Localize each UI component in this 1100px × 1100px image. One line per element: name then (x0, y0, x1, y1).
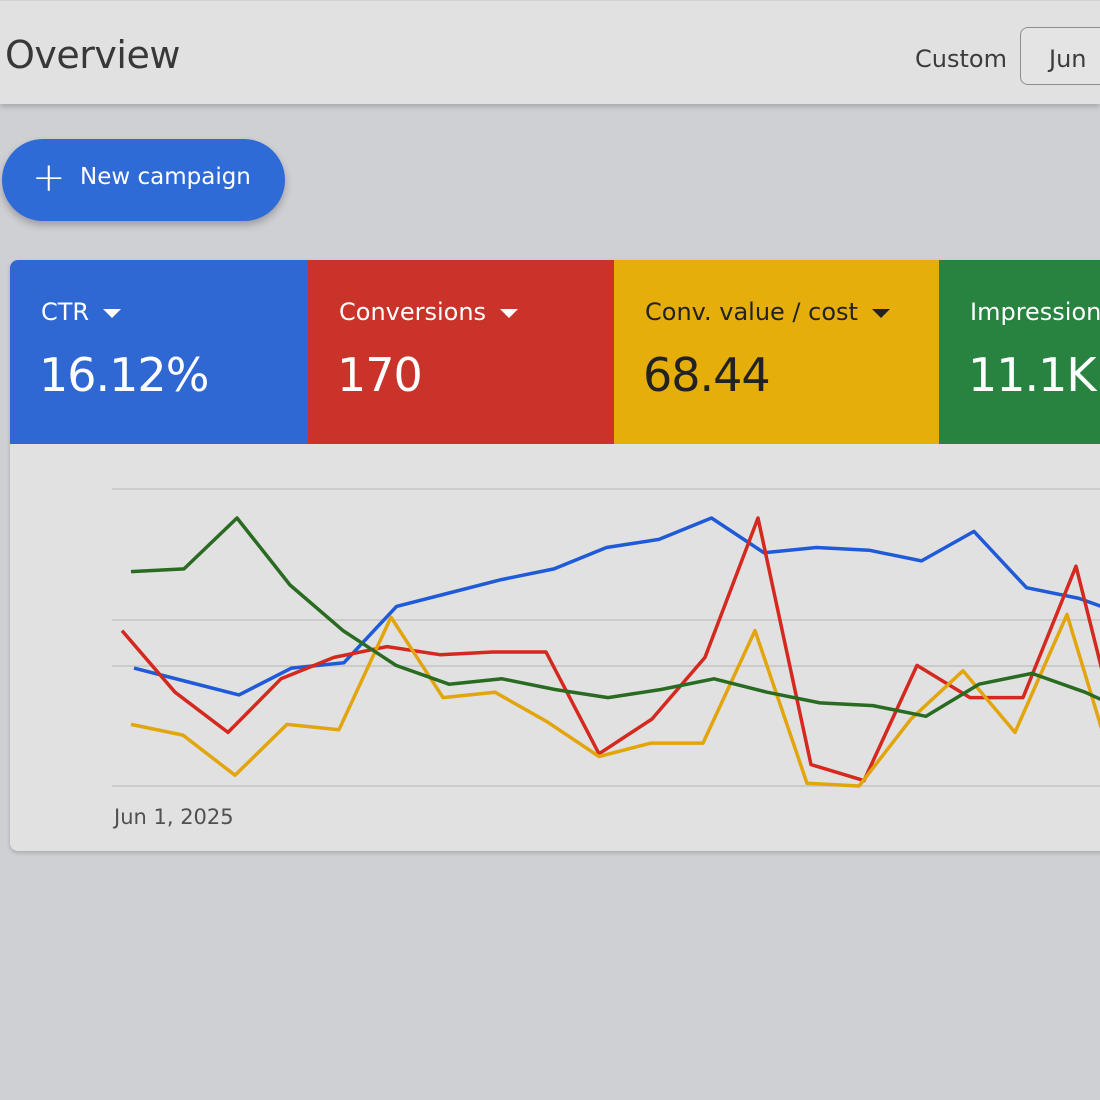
metric-name-ctr: CTR (41, 298, 90, 326)
x-axis-tick-label: Jun 1, 2025 (114, 805, 234, 829)
performance-card: CTR 16.12% Conversions 170 Conv. value /… (10, 260, 1100, 851)
page-title: Overview (5, 33, 180, 77)
series-line-2 (130, 612, 1100, 788)
metric-value-ctr: 16.12% (39, 348, 209, 402)
metric-value-conversions: 170 (337, 348, 423, 402)
metric-name-conversions: Conversions (339, 298, 487, 326)
metric-value-conv-value-cost: 68.44 (643, 348, 771, 402)
metric-value-impressions: 11.1K (968, 348, 1097, 402)
metric-tile-conv-value-cost[interactable]: Conv. value / cost 68.44 (614, 260, 939, 444)
new-campaign-button[interactable]: + New campaign (2, 139, 285, 221)
date-range-label: Custom (915, 45, 1007, 73)
top-bar: Overview Custom Jun (0, 0, 1100, 104)
series-line-1 (120, 516, 1100, 783)
metric-tile-ctr[interactable]: CTR 16.12% (10, 260, 308, 444)
metric-tile-conversions[interactable]: Conversions 170 (308, 260, 614, 444)
series-line-0 (133, 516, 1100, 697)
metric-name-impressions: Impressions (970, 298, 1100, 326)
date-range-selector[interactable]: Jun (1020, 27, 1100, 85)
metric-name-conv-value-cost: Conv. value / cost (645, 298, 858, 326)
performance-chart (112, 488, 1100, 788)
dropdown-arrow-icon[interactable] (500, 308, 519, 318)
new-campaign-label: New campaign (80, 164, 251, 190)
dropdown-arrow-icon[interactable] (871, 308, 890, 318)
metric-tile-impressions[interactable]: Impressions 11.1K (939, 260, 1100, 444)
dropdown-arrow-icon[interactable] (103, 308, 122, 318)
series-line-3 (130, 516, 1100, 719)
date-range-value: Jun (1049, 45, 1087, 73)
plus-icon: + (32, 155, 66, 201)
